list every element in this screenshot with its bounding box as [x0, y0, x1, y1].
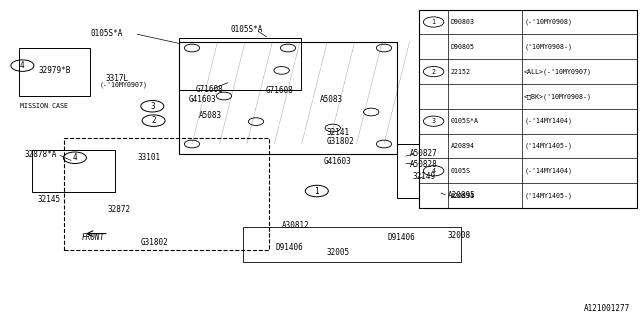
Text: 22152: 22152 [451, 68, 470, 75]
Text: 33101: 33101 [138, 153, 161, 162]
Text: 1: 1 [314, 187, 319, 196]
Text: A20894: A20894 [451, 143, 475, 149]
Text: 0105S: 0105S [451, 168, 470, 174]
Text: ('14MY1405-): ('14MY1405-) [524, 143, 572, 149]
Text: D90805: D90805 [451, 44, 475, 50]
Text: G41603: G41603 [323, 157, 351, 166]
Text: 3: 3 [431, 118, 436, 124]
Text: 32878*A: 32878*A [24, 150, 57, 159]
Text: G71608: G71608 [266, 86, 293, 95]
Bar [419, 10, 637, 208]
Text: A5083: A5083 [320, 95, 343, 104]
Text: 1: 1 [431, 19, 436, 25]
Text: D91406: D91406 [387, 233, 415, 242]
Text: <ALL>(-'10MY0907): <ALL>(-'10MY0907) [524, 68, 592, 75]
Text: 4: 4 [72, 153, 77, 162]
Text: A20895: A20895 [448, 191, 476, 200]
Text: A121001277: A121001277 [584, 304, 630, 313]
Text: 32149: 32149 [413, 172, 436, 180]
Text: <□BK>('10MY0908-): <□BK>('10MY0908-) [524, 93, 592, 100]
Text: MISSION CASE: MISSION CASE [20, 103, 68, 109]
Text: G31802: G31802 [141, 238, 168, 247]
Text: G41603: G41603 [189, 95, 216, 104]
Text: 2: 2 [151, 116, 156, 125]
Text: 32872: 32872 [108, 205, 131, 214]
Text: 0105S*A: 0105S*A [230, 25, 263, 34]
Text: 3317L: 3317L [106, 74, 129, 83]
Text: D91406: D91406 [275, 244, 303, 252]
Text: (-'14MY1404): (-'14MY1404) [524, 168, 572, 174]
Text: 0105S*A: 0105S*A [91, 29, 124, 38]
Text: A50827: A50827 [410, 149, 437, 158]
Text: ('10MY0908-): ('10MY0908-) [524, 44, 572, 50]
Text: A30812: A30812 [282, 221, 309, 230]
Text: ('14MY1405-): ('14MY1405-) [524, 192, 572, 199]
Text: (-'10MY0907): (-'10MY0907) [99, 82, 147, 88]
Text: FRONT: FRONT [81, 233, 104, 242]
Text: 32005: 32005 [326, 248, 349, 257]
Text: G31802: G31802 [326, 137, 354, 146]
Text: D90803: D90803 [451, 19, 475, 25]
Text: A5083: A5083 [198, 111, 221, 120]
Text: 32145: 32145 [37, 195, 60, 204]
Text: (-'10MY0908): (-'10MY0908) [524, 19, 572, 25]
Text: 0105S*A: 0105S*A [451, 118, 479, 124]
Text: G71608: G71608 [195, 85, 223, 94]
Text: 4: 4 [20, 61, 25, 70]
Text: A20894: A20894 [451, 193, 475, 199]
Text: 2: 2 [431, 68, 436, 75]
Text: 3: 3 [150, 102, 155, 111]
Text: (-'14MY1404): (-'14MY1404) [524, 118, 572, 124]
Text: A50828: A50828 [410, 160, 437, 169]
Text: 32008: 32008 [448, 231, 471, 240]
Text: 32979*B: 32979*B [38, 66, 71, 75]
Text: 32141: 32141 [326, 128, 349, 137]
Text: 4: 4 [431, 168, 436, 174]
